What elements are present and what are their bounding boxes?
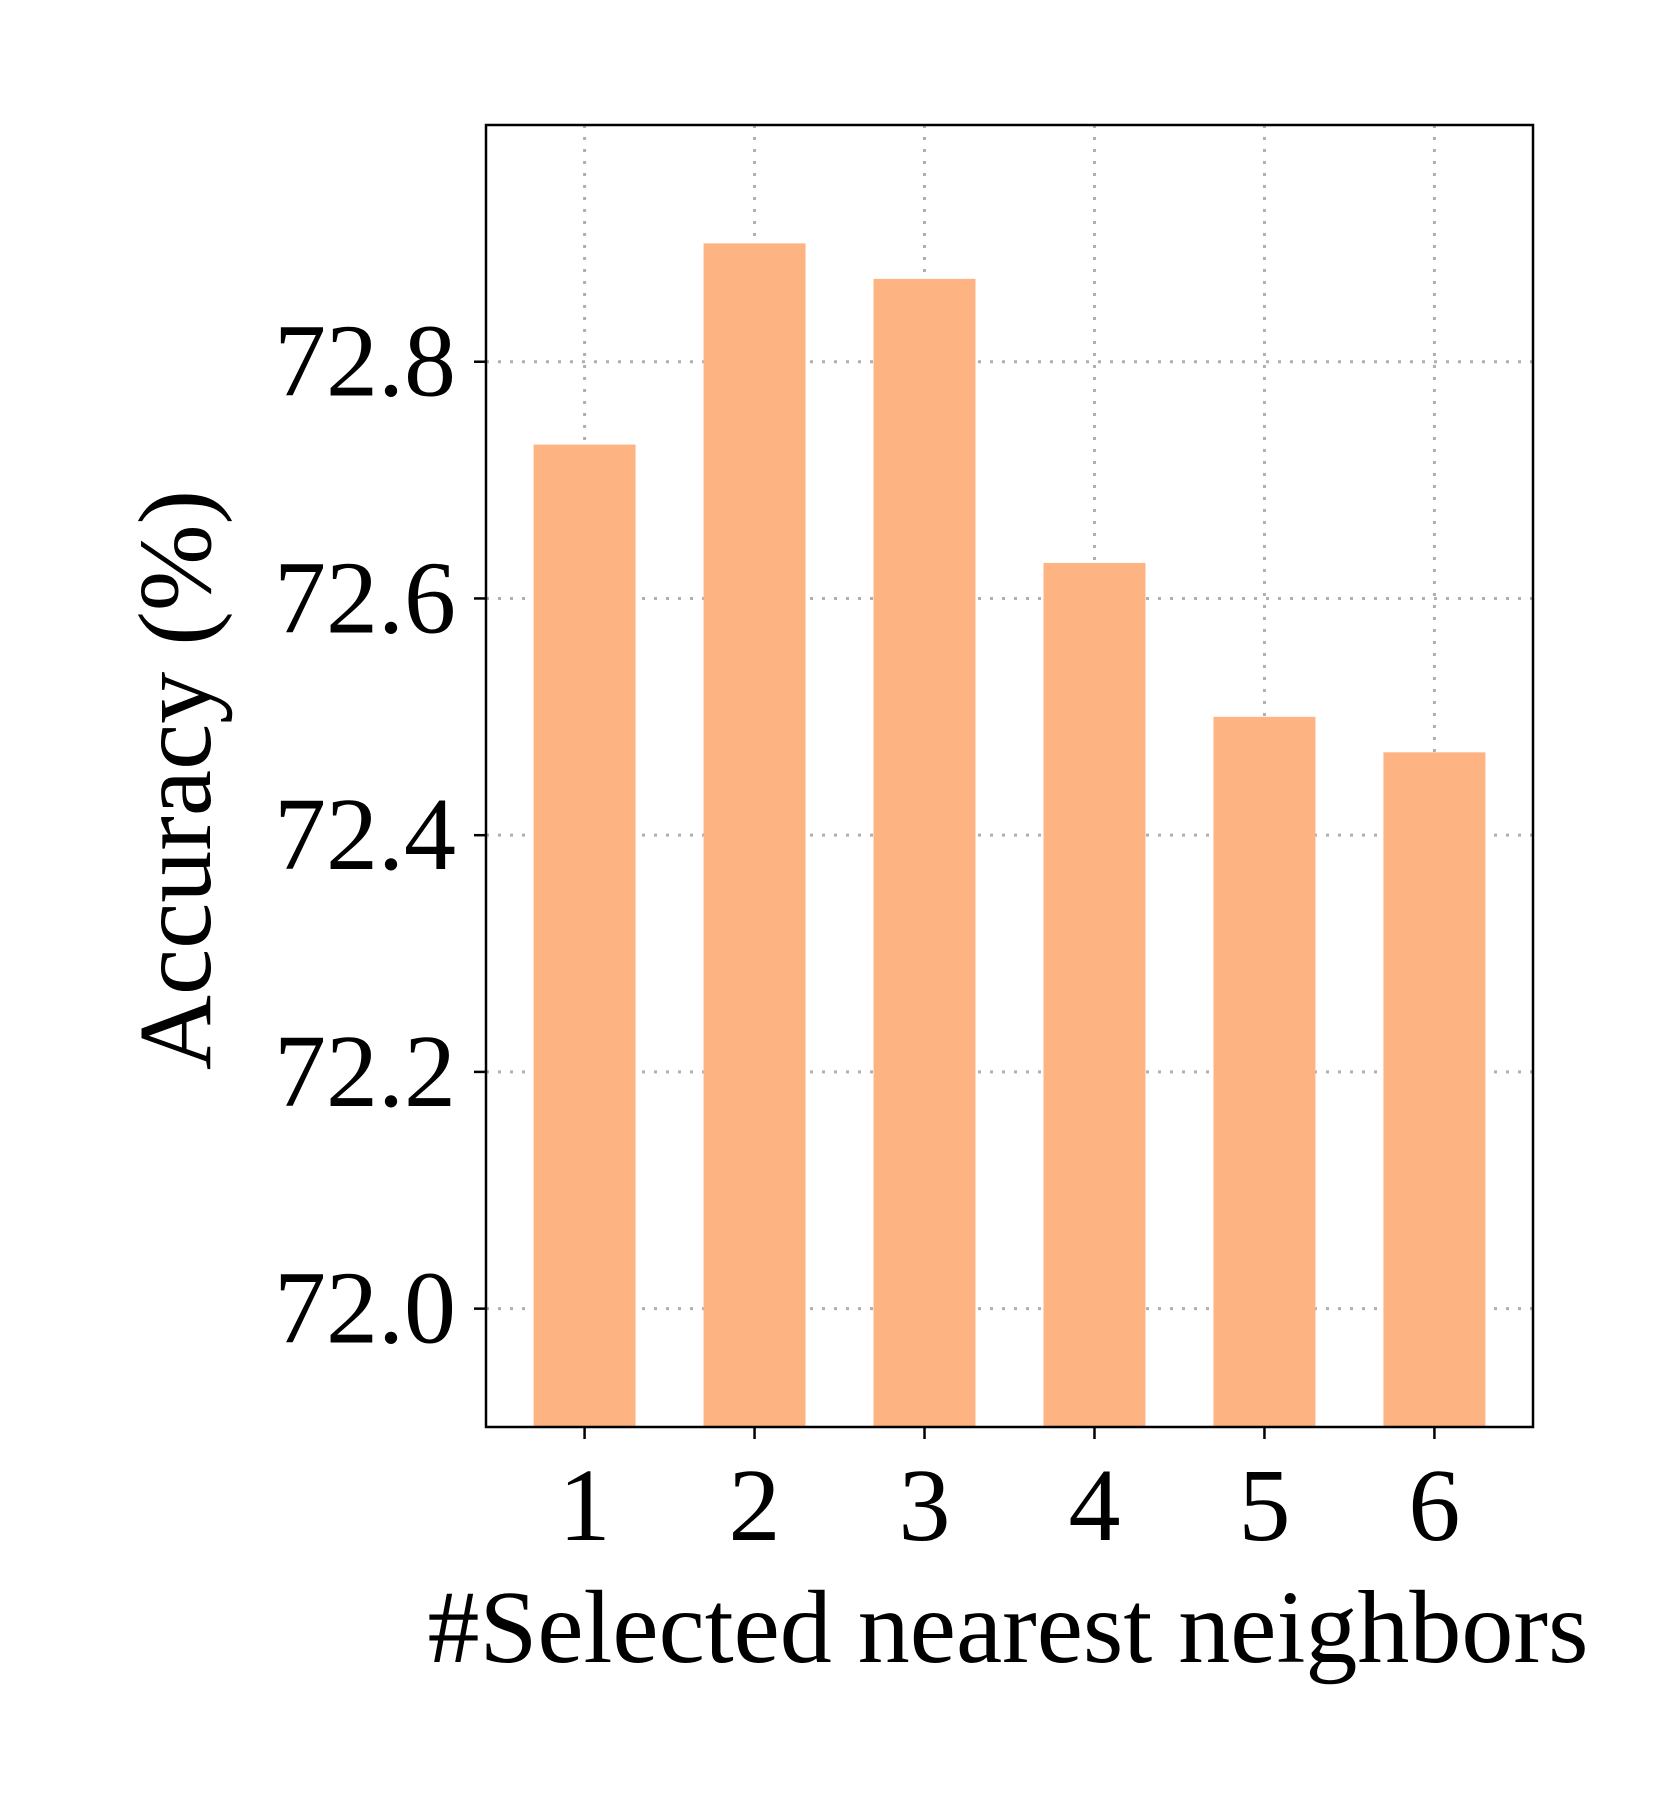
- x-tick-label: 4: [1068, 1448, 1120, 1563]
- x-tick-label: 5: [1238, 1448, 1290, 1563]
- bar: [873, 278, 976, 1427]
- x-tick-label: 3: [899, 1448, 951, 1563]
- y-tick-label: 72.8: [274, 304, 456, 419]
- y-axis-ticks: 72.0 72.2 72.4 72.6 72.8: [274, 304, 486, 1366]
- bar: [1213, 716, 1316, 1427]
- x-axis-label: #Selected nearest neighbors: [428, 1570, 1589, 1685]
- bar: [1043, 562, 1146, 1427]
- y-axis-label: Accuracy (%): [118, 490, 233, 1070]
- y-tick-label: 72.6: [274, 540, 456, 655]
- y-tick-label: 72.0: [274, 1251, 456, 1366]
- x-tick-label: 2: [729, 1448, 781, 1563]
- bar: [533, 444, 636, 1428]
- plot-frame: [484, 123, 1535, 1429]
- bars: [533, 243, 1486, 1428]
- y-tick-label: 72.4: [274, 777, 456, 892]
- x-tick-label: 6: [1408, 1448, 1460, 1563]
- bar: [703, 243, 806, 1427]
- x-tick-label: 1: [559, 1448, 611, 1563]
- y-tick-label: 72.2: [274, 1014, 456, 1129]
- x-axis-ticks: 1 2 3 4 5 6: [559, 1427, 1460, 1563]
- bar: [1383, 752, 1486, 1427]
